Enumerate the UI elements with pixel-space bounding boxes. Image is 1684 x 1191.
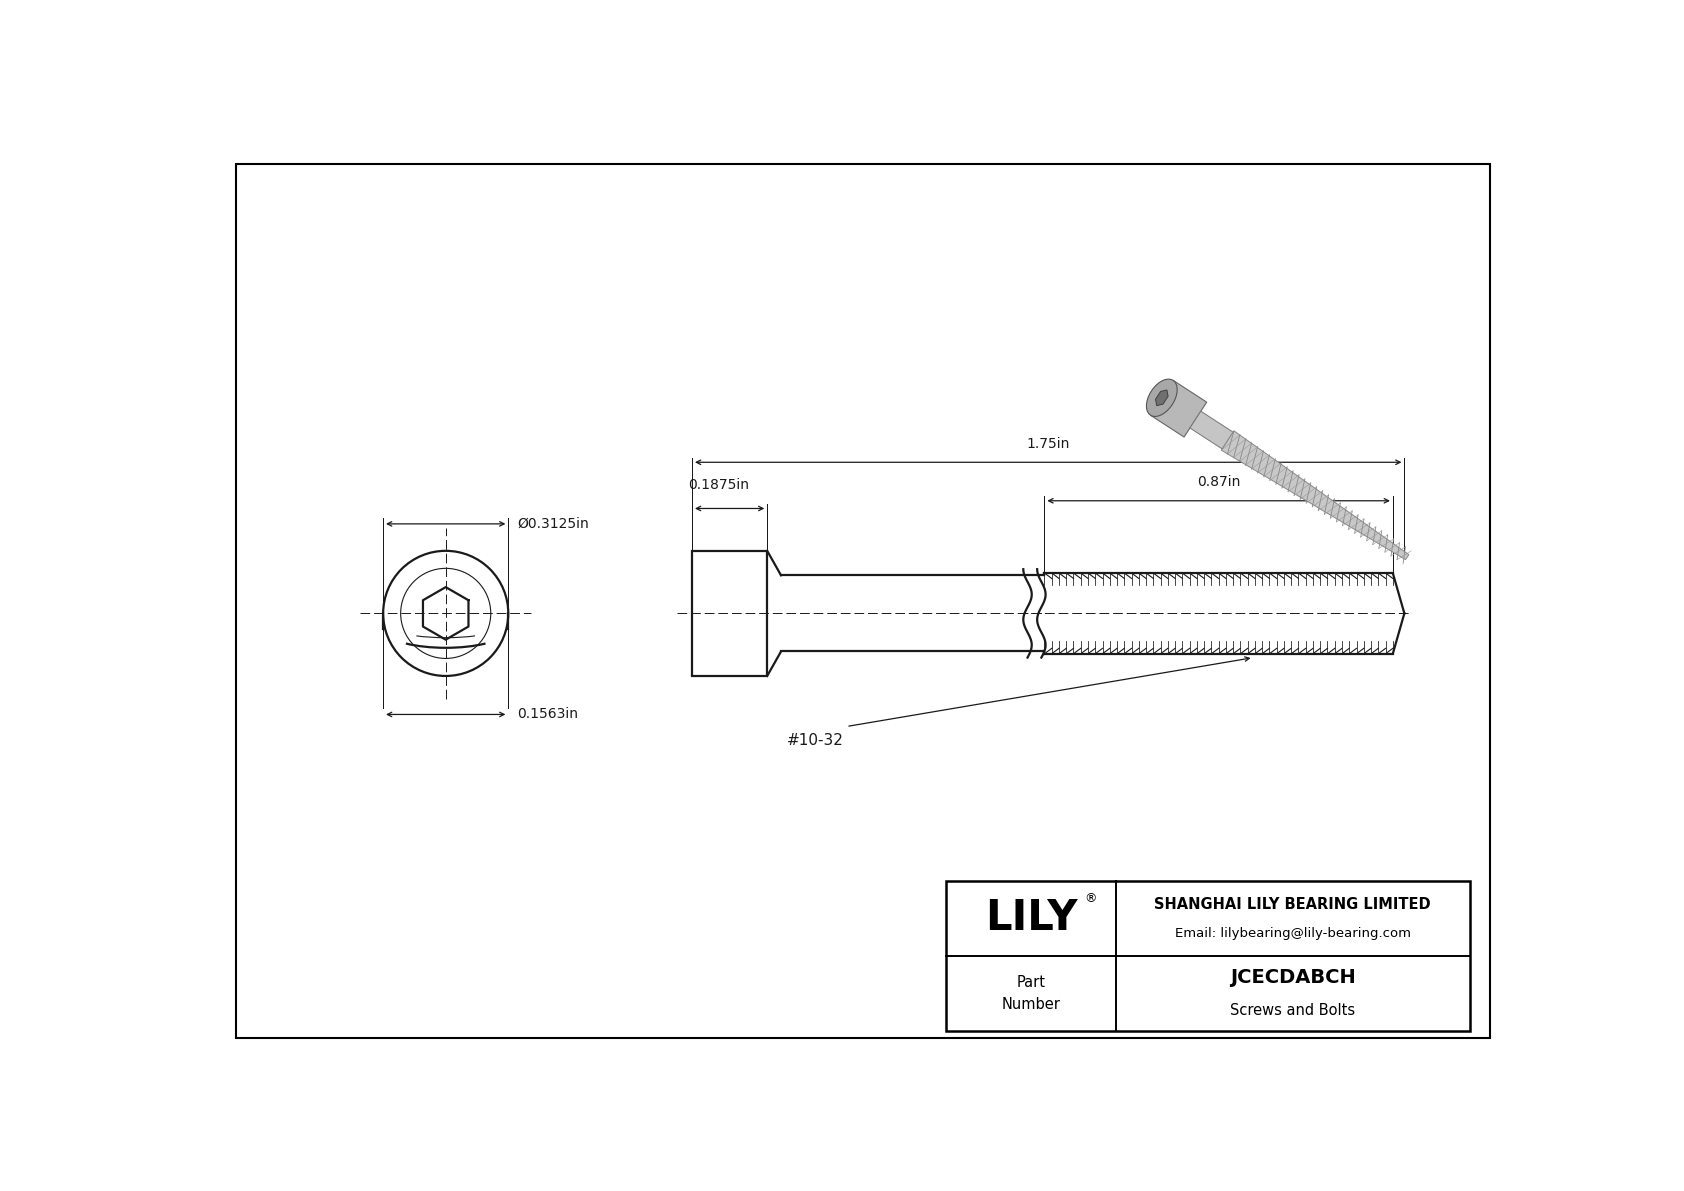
Text: ®: ® <box>1084 892 1098 905</box>
Text: 0.1875in: 0.1875in <box>689 478 749 492</box>
Text: 0.87in: 0.87in <box>1197 475 1241 490</box>
Text: LILY: LILY <box>985 897 1078 940</box>
Polygon shape <box>1147 379 1177 417</box>
Text: JCECDABCH: JCECDABCH <box>1229 968 1356 987</box>
Text: 0.1563in: 0.1563in <box>517 707 579 722</box>
Text: Screws and Bolts: Screws and Bolts <box>1229 1003 1356 1017</box>
Polygon shape <box>1155 389 1169 406</box>
Text: Part
Number: Part Number <box>1002 974 1061 1012</box>
Polygon shape <box>1221 431 1410 560</box>
Text: #10-32: #10-32 <box>786 732 844 748</box>
Text: Ø0.3125in: Ø0.3125in <box>517 517 589 531</box>
Polygon shape <box>1150 380 1207 437</box>
Text: 1.75in: 1.75in <box>1027 437 1069 450</box>
Polygon shape <box>1191 411 1233 449</box>
Text: SHANGHAI LILY BEARING LIMITED: SHANGHAI LILY BEARING LIMITED <box>1155 897 1431 912</box>
Text: Email: lilybearing@lily-bearing.com: Email: lilybearing@lily-bearing.com <box>1175 927 1411 940</box>
